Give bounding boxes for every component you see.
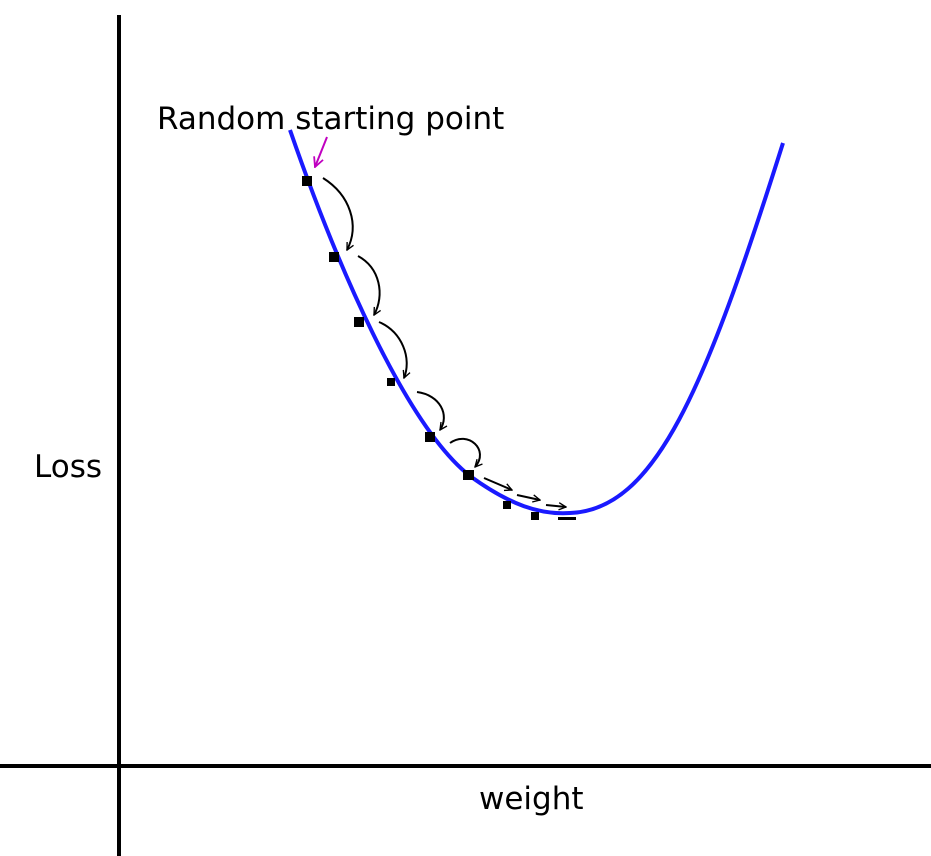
x-axis-label: weight <box>479 781 584 817</box>
start-label: Random starting point <box>157 101 504 137</box>
step-arrow <box>357 255 380 315</box>
step-point <box>531 512 539 520</box>
step-arrow <box>449 437 480 467</box>
step-arrow <box>516 494 540 500</box>
y-axis-label: Loss <box>34 449 102 485</box>
step-point <box>354 317 364 327</box>
step-point <box>425 432 435 442</box>
step-point <box>302 176 312 186</box>
step-arrow <box>416 391 444 430</box>
loss-curve <box>288 129 785 516</box>
step-point <box>503 501 511 509</box>
step-point <box>558 517 576 520</box>
step-arrow <box>378 321 407 378</box>
start-arrow <box>315 136 328 167</box>
step-arrow <box>322 177 353 250</box>
step-points <box>302 176 576 520</box>
step-arrow <box>545 505 566 507</box>
step-arrows <box>322 177 566 507</box>
step-point <box>463 470 474 480</box>
step-point <box>329 252 339 262</box>
step-arrow <box>483 477 512 490</box>
step-point <box>387 378 395 386</box>
